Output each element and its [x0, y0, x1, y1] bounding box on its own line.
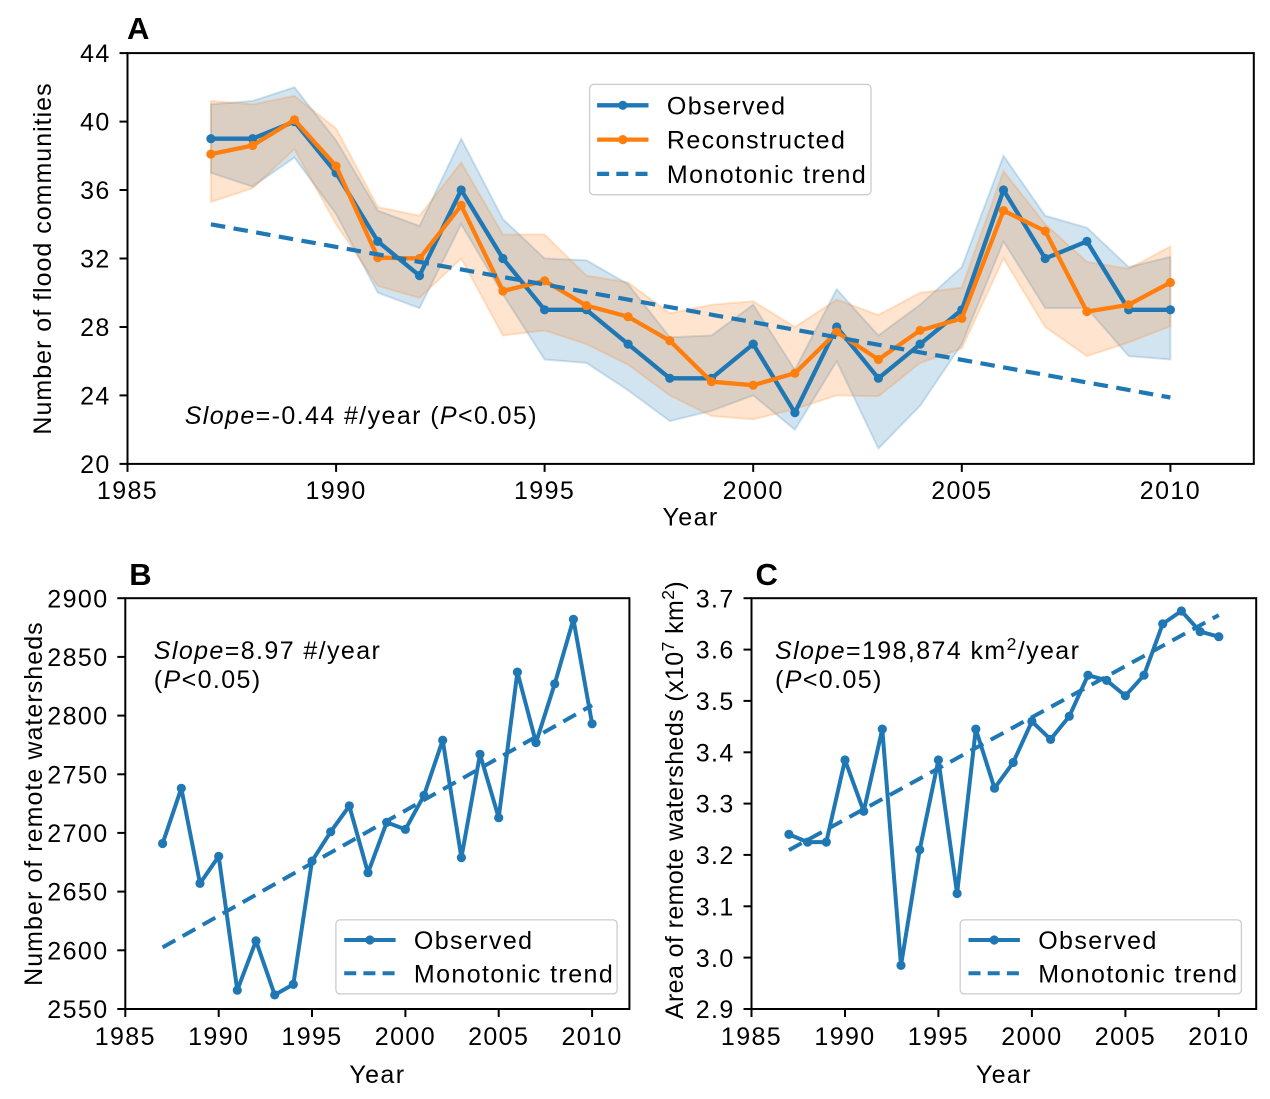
- svg-text:24: 24: [80, 383, 111, 411]
- svg-text:36: 36: [80, 177, 111, 205]
- svg-text:Year: Year: [663, 504, 719, 532]
- svg-text:1985: 1985: [95, 1023, 156, 1051]
- svg-text:Monotonic trend: Monotonic trend: [667, 161, 867, 189]
- svg-text:2010: 2010: [1188, 1023, 1249, 1051]
- svg-text:(P<0.05): (P<0.05): [154, 666, 262, 694]
- svg-text:1985: 1985: [97, 477, 158, 505]
- svg-text:Area of remote watersheds (x10: Area of remote watersheds (x107 km2): [658, 581, 689, 1019]
- svg-text:Year: Year: [349, 1061, 405, 1089]
- svg-text:28: 28: [80, 314, 111, 342]
- svg-text:2550: 2550: [47, 996, 108, 1024]
- svg-text:2005: 2005: [1095, 1023, 1156, 1051]
- svg-text:A: A: [127, 11, 149, 46]
- svg-text:3.1: 3.1: [696, 893, 735, 921]
- svg-text:Monotonic trend: Monotonic trend: [1038, 960, 1238, 988]
- svg-text:2010: 2010: [561, 1023, 622, 1051]
- svg-text:(P<0.05): (P<0.05): [775, 666, 883, 694]
- svg-text:40: 40: [80, 109, 111, 137]
- svg-text:1990: 1990: [814, 1023, 875, 1051]
- svg-text:Number of flood communities: Number of flood communities: [29, 82, 57, 434]
- svg-text:3.3: 3.3: [696, 791, 735, 819]
- svg-text:3.0: 3.0: [696, 945, 735, 973]
- svg-text:2700: 2700: [47, 820, 108, 848]
- svg-text:2005: 2005: [468, 1023, 529, 1051]
- svg-text:3.7: 3.7: [696, 585, 735, 613]
- svg-text:2850: 2850: [47, 644, 108, 672]
- svg-text:Slope=8.97 #/year: Slope=8.97 #/year: [154, 637, 381, 665]
- svg-text:44: 44: [80, 40, 111, 68]
- svg-text:2000: 2000: [723, 477, 784, 505]
- svg-text:20: 20: [80, 451, 111, 479]
- svg-text:3.2: 3.2: [696, 842, 735, 870]
- svg-text:3.4: 3.4: [696, 739, 735, 767]
- svg-text:Slope=198,874 km2/year: Slope=198,874 km2/year: [775, 634, 1080, 665]
- svg-text:2750: 2750: [47, 761, 108, 789]
- svg-text:2600: 2600: [47, 937, 108, 965]
- svg-text:1995: 1995: [281, 1023, 342, 1051]
- svg-text:Number of remote watersheds: Number of remote watersheds: [20, 621, 48, 986]
- svg-text:1990: 1990: [305, 477, 366, 505]
- svg-text:2650: 2650: [47, 879, 108, 907]
- svg-text:32: 32: [80, 246, 111, 274]
- svg-text:Slope=-0.44 #/year (P<0.05): Slope=-0.44 #/year (P<0.05): [185, 402, 538, 430]
- svg-text:2.9: 2.9: [696, 996, 735, 1024]
- svg-text:Reconstructed: Reconstructed: [667, 127, 846, 155]
- svg-text:3.5: 3.5: [696, 688, 735, 716]
- svg-text:2010: 2010: [1140, 477, 1201, 505]
- svg-text:Monotonic trend: Monotonic trend: [414, 960, 614, 988]
- svg-text:2000: 2000: [1001, 1023, 1062, 1051]
- svg-text:1995: 1995: [908, 1023, 969, 1051]
- svg-text:Observed: Observed: [414, 927, 534, 955]
- svg-text:3.6: 3.6: [696, 637, 735, 665]
- svg-text:2900: 2900: [47, 585, 108, 613]
- svg-text:C: C: [756, 557, 778, 592]
- svg-text:2800: 2800: [47, 703, 108, 731]
- svg-text:Year: Year: [976, 1061, 1032, 1089]
- svg-text:Observed: Observed: [667, 92, 787, 120]
- svg-text:2000: 2000: [375, 1023, 436, 1051]
- svg-text:1995: 1995: [514, 477, 575, 505]
- svg-text:2005: 2005: [931, 477, 992, 505]
- svg-text:1990: 1990: [188, 1023, 249, 1051]
- svg-text:B: B: [129, 557, 151, 592]
- svg-text:Observed: Observed: [1038, 927, 1158, 955]
- svg-text:1985: 1985: [721, 1023, 782, 1051]
